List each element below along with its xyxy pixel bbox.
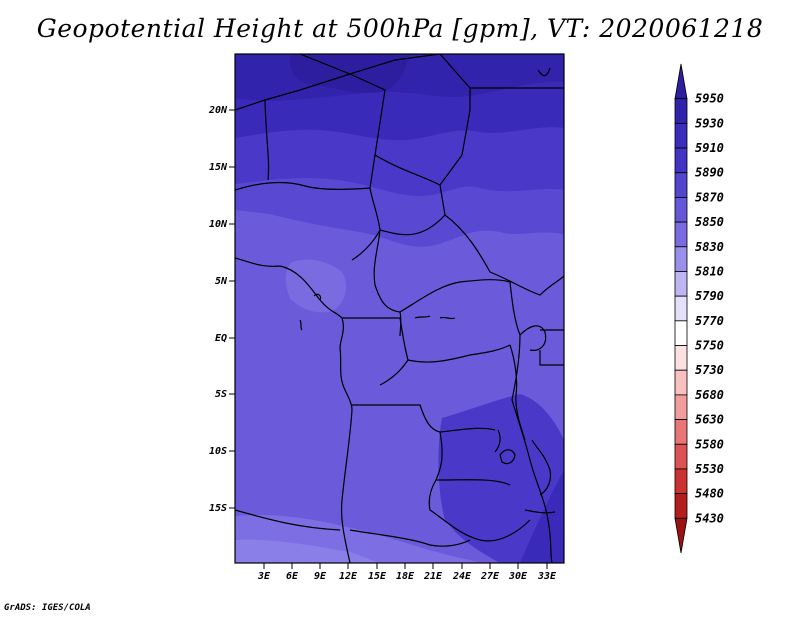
colorbar-swatch [674, 172, 688, 198]
colorbar-swatch [674, 63, 688, 100]
colorbar-label: 5680 [695, 388, 724, 402]
colorbar-swatch [674, 394, 688, 420]
colorbar-swatch [674, 493, 688, 519]
lat-label: 15S [209, 503, 227, 514]
lat-axis: 20N 15N 10N 5N EQ 5S 10S 15S [208, 105, 235, 514]
lat-label: 10S [209, 446, 227, 457]
colorbar-swatch [674, 271, 688, 297]
height-field [235, 54, 564, 563]
lon-axis: 3E 6E 9E 12E 15E 18E 21E 24E 27E 30E 33E [257, 563, 557, 582]
grads-credit: GrADS: IGES/COLA [4, 603, 91, 613]
map-frame [234, 53, 565, 564]
lon-label: 15E [368, 571, 387, 582]
colorbar-label: 5910 [695, 141, 724, 155]
colorbar-label: 5950 [695, 92, 724, 106]
colorbar-label: 5850 [695, 215, 724, 229]
colorbar-swatch [674, 443, 688, 470]
colorbar-label: 5770 [695, 314, 724, 328]
colorbar-swatch [674, 468, 688, 495]
colorbar-label: 5630 [695, 413, 724, 427]
lat-label: EQ [215, 333, 227, 344]
colorbar-swatch [674, 197, 688, 223]
lon-label: 9E [314, 571, 327, 582]
colorbar-swatch [674, 122, 688, 149]
colorbar: 5950 5930 5910 5890 5870 5850 5830 5810 5790 5770… [674, 63, 724, 554]
colorbar-label: 5750 [695, 339, 724, 353]
colorbar-label: 5530 [695, 462, 724, 476]
lon-label: 27E [480, 571, 500, 582]
colorbar-label: 5580 [695, 437, 724, 451]
lat-label: 10N [209, 219, 228, 230]
lon-label: 33E [537, 571, 557, 582]
lon-label: 18E [396, 571, 415, 582]
lon-label: 30E [508, 571, 528, 582]
colorbar-label: 5870 [695, 190, 724, 204]
chart-title: Geopotential Height at 500hPa [gpm], VT:… [36, 14, 764, 43]
colorbar-label: 5830 [695, 240, 724, 254]
colorbar-swatch [674, 517, 688, 554]
colorbar-label: 5810 [695, 264, 724, 278]
lat-label: 5S [215, 389, 227, 400]
colorbar-swatch [674, 345, 688, 371]
colorbar-label: 5730 [695, 363, 724, 377]
colorbar-swatch [674, 98, 688, 124]
lon-label: 21E [423, 571, 443, 582]
colorbar-swatch [674, 221, 688, 248]
colorbar-swatch [674, 295, 688, 322]
lat-label: 20N [208, 105, 228, 116]
colorbar-swatch [674, 147, 688, 174]
colorbar-label: 5790 [695, 289, 724, 303]
colorbar-label: 5930 [695, 116, 724, 130]
lat-label: 15N [209, 162, 228, 173]
country-borders [235, 54, 564, 563]
lon-label: 24E [452, 571, 472, 582]
lat-label: 5N [215, 276, 228, 287]
colorbar-swatch [674, 419, 688, 445]
colorbar-swatch [674, 320, 688, 346]
colorbar-swatch [674, 246, 688, 272]
lon-label: 6E [286, 571, 299, 582]
lon-label: 12E [339, 571, 358, 582]
lon-label: 3E [257, 571, 271, 582]
colorbar-label: 5890 [695, 166, 724, 180]
colorbar-label: 5480 [695, 487, 724, 501]
colorbar-label: 5430 [695, 511, 724, 525]
colorbar-swatch [674, 369, 688, 396]
